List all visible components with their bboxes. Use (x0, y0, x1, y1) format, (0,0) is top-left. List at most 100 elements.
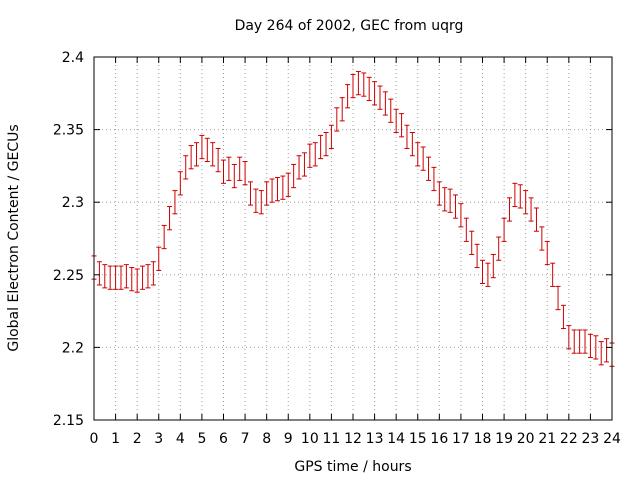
gridlines (94, 57, 612, 420)
data-point (523, 190, 529, 215)
data-point (431, 166, 437, 192)
data-point (150, 261, 156, 286)
data-point (404, 124, 410, 149)
data-point (582, 329, 588, 354)
x-tick-label: 18 (474, 431, 492, 447)
x-tick-label: 19 (495, 431, 513, 447)
data-point (113, 265, 119, 290)
y-tick-label: 2.4 (62, 50, 84, 66)
data-points (91, 71, 615, 367)
data-point (571, 329, 577, 354)
data-point (420, 146, 426, 171)
data-point (566, 325, 572, 350)
data-point (318, 134, 324, 160)
x-tick-label: 20 (517, 431, 535, 447)
data-point (485, 262, 491, 287)
data-point (253, 188, 259, 213)
data-point (598, 341, 604, 366)
data-point (382, 91, 388, 116)
data-point (447, 188, 453, 213)
data-point (258, 190, 264, 215)
data-point (118, 265, 124, 290)
x-tick-label: 13 (366, 431, 384, 447)
y-tick-label: 2.25 (53, 268, 84, 284)
y-tick-label: 2.3 (62, 195, 84, 211)
data-point (463, 217, 469, 242)
data-point (269, 178, 275, 203)
data-point (366, 76, 372, 102)
data-point (496, 236, 502, 261)
chart-title: Day 264 of 2002, GEC from uqrg (235, 18, 464, 34)
data-point (544, 240, 550, 266)
data-point (501, 217, 507, 242)
data-point (221, 159, 226, 184)
data-point (334, 107, 340, 132)
data-point (134, 268, 140, 293)
data-point (550, 262, 556, 287)
data-point (226, 156, 232, 181)
x-tick-label: 22 (560, 431, 578, 447)
x-tick-label: 16 (430, 431, 448, 447)
data-point (458, 203, 464, 228)
data-point (129, 267, 135, 292)
data-point (490, 253, 496, 279)
x-tick-label: 0 (90, 431, 99, 447)
data-point (307, 143, 313, 168)
data-point (480, 259, 485, 285)
axes: 0 1 2 3 4 5 6 7 8 9 10 11 12 13 14 15 16 17 18 19 20 21 22 23 24… (53, 50, 621, 447)
x-tick-label: 17 (452, 431, 470, 447)
data-point (393, 108, 399, 134)
data-point (156, 246, 162, 271)
data-point (210, 142, 216, 167)
data-point (183, 155, 189, 180)
data-point (323, 132, 329, 157)
data-point (604, 338, 610, 363)
data-point (199, 134, 205, 160)
data-point (102, 264, 108, 289)
data-point (350, 73, 356, 99)
y-axis-label: Global Electron Content / GECUs (6, 124, 22, 351)
data-point (355, 71, 361, 96)
data-point (453, 194, 459, 219)
data-point (140, 265, 146, 290)
x-tick-label: 10 (301, 431, 319, 447)
data-point (593, 335, 599, 360)
data-point (107, 265, 113, 290)
data-point (474, 243, 480, 269)
data-point (436, 181, 442, 206)
data-point (533, 207, 539, 232)
x-tick-label: 24 (603, 431, 621, 447)
data-point (167, 206, 173, 231)
x-tick-label: 14 (387, 431, 405, 447)
data-point (409, 132, 415, 157)
x-tick-label: 12 (344, 431, 362, 447)
data-point (242, 161, 248, 186)
data-point (555, 285, 561, 311)
data-point (372, 81, 378, 106)
data-point (377, 85, 383, 110)
data-point (247, 181, 253, 206)
x-axis-label: GPS time / hours (294, 459, 411, 475)
x-tick-label: 6 (219, 431, 228, 447)
x-tick-label: 11 (323, 431, 341, 447)
data-point (517, 184, 523, 209)
x-tick-label: 9 (284, 431, 293, 447)
x-tick-label: 8 (262, 431, 271, 447)
data-point (177, 171, 183, 196)
y-tick-label: 2.35 (53, 123, 84, 139)
x-tick-label: 1 (111, 431, 120, 447)
data-point (339, 97, 345, 122)
x-tick-label: 2 (133, 431, 142, 447)
data-point (194, 142, 200, 167)
data-point (285, 172, 291, 197)
data-point (172, 190, 178, 215)
data-point (215, 147, 221, 173)
data-point (539, 226, 545, 251)
data-point (528, 197, 534, 222)
data-point (296, 155, 302, 180)
data-point (237, 156, 243, 181)
y-tick-label: 2.2 (62, 340, 84, 356)
data-point (280, 175, 286, 200)
data-point (442, 187, 448, 212)
